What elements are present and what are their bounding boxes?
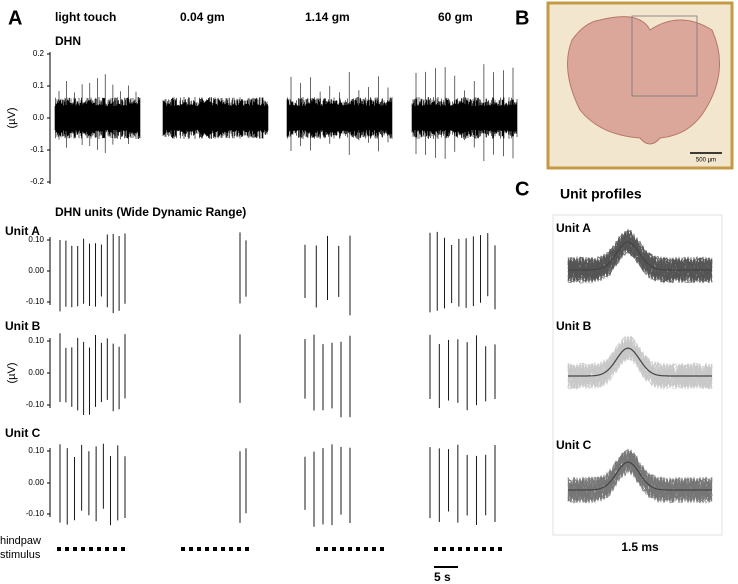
waveform [567, 232, 713, 283]
waveform [567, 231, 713, 282]
spike-train [239, 448, 247, 523]
spike-train [59, 233, 126, 314]
panel-title: Unit profiles [560, 186, 642, 202]
y-tick-label: 0.10 [28, 446, 44, 455]
dhn-trace [162, 97, 269, 139]
panel-label: B [515, 7, 529, 29]
waveform [567, 239, 713, 283]
waveform [567, 451, 713, 504]
panel-label: C [515, 178, 529, 200]
waveform [567, 230, 713, 283]
spike-train [239, 232, 247, 304]
trace-label: DHN [55, 34, 81, 48]
y-tick-label: 0.00 [28, 478, 44, 487]
y-tick-label: 0.00 [28, 368, 44, 377]
spike-train [304, 334, 351, 418]
spike-train [429, 444, 496, 526]
y-tick-label: 0.0 [33, 113, 45, 122]
y-tick-label: -0.1 [30, 145, 44, 154]
waveform [567, 449, 713, 505]
y-tick-label: 0.10 [28, 336, 44, 345]
y-tick-label: -0.10 [26, 509, 45, 518]
condition: 1.14 gm [305, 10, 350, 24]
y-tick-label: 0.1 [33, 81, 45, 90]
waveform [567, 460, 713, 504]
dhn-trace [54, 74, 141, 154]
spike-train [429, 231, 496, 313]
tissue [567, 16, 721, 145]
panel-label: A [8, 7, 22, 29]
axis-label: (µV) [6, 107, 18, 128]
condition: 60 gm [438, 10, 473, 24]
spike-train [304, 235, 351, 316]
unit-label: Unit C [556, 438, 592, 452]
waveform [567, 345, 713, 390]
stimulus-label: stimulus [0, 549, 41, 561]
y-tick-label: 0.10 [28, 235, 44, 244]
dhn-trace [411, 64, 518, 162]
axis-label: (µV) [6, 362, 18, 383]
unit-label: Unit B [5, 319, 41, 333]
mean-waveform [568, 461, 712, 491]
scale-label: 500 µm [696, 158, 716, 164]
y-tick-label: 0.00 [28, 266, 44, 275]
roi-box [631, 15, 698, 97]
section-title: DHN units (Wide Dynamic Range) [55, 205, 246, 219]
y-tick-label: -0.10 [26, 297, 45, 306]
waveform [567, 230, 713, 284]
dhn-trace [286, 71, 393, 155]
mean-waveform [568, 241, 712, 271]
scale-label: 5 s [434, 570, 451, 584]
time-scale: 1.5 ms [621, 540, 659, 554]
unit-label: Unit A [556, 221, 591, 235]
condition: light touch [55, 10, 116, 24]
condition: 0.04 gm [180, 10, 225, 24]
profile-box [552, 214, 723, 536]
unit-label: Unit B [556, 319, 592, 333]
spike-train [304, 444, 351, 527]
y-tick-label: -0.2 [30, 177, 44, 186]
unit-label: Unit A [5, 224, 40, 238]
waveform [567, 335, 713, 390]
stimulus-label: hindpaw [0, 535, 41, 547]
unit-label: Unit C [5, 426, 41, 440]
spike-train [429, 334, 496, 411]
spike-train [59, 443, 126, 526]
waveform [567, 341, 713, 390]
y-tick-label: 0.2 [33, 49, 45, 58]
waveform [567, 457, 713, 504]
spike-train [59, 333, 126, 415]
mean-waveform [568, 347, 712, 377]
y-tick-label: -0.10 [26, 400, 45, 409]
